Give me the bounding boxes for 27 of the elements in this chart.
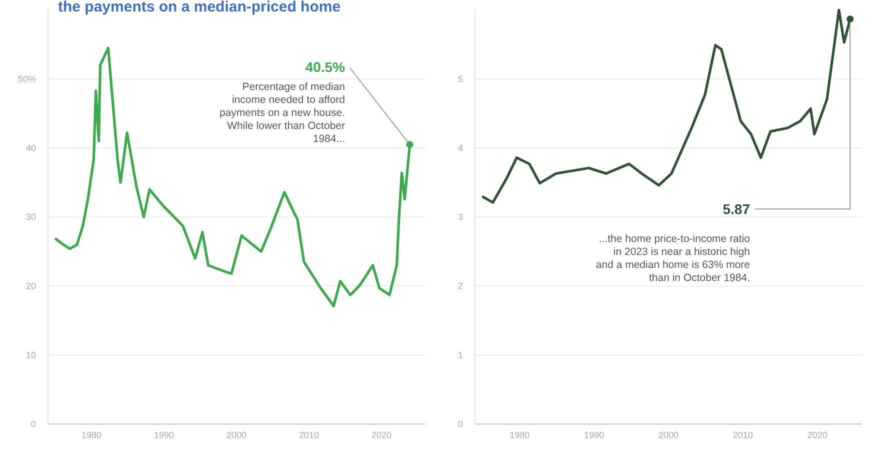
y-tick-label: 0 <box>30 418 36 429</box>
annotation: ...the home price-to-income ratio in 2023 is near a historic high and a median home is 63% more than in October 1984. <box>596 233 750 284</box>
y-tick-label: 5 <box>458 74 463 84</box>
y-tick-label: 1 <box>458 350 463 360</box>
x-tick-label: 2000 <box>226 430 247 440</box>
chart-title: the payments on a median-priced home <box>58 0 341 16</box>
x-tick-label: 1980 <box>510 430 530 440</box>
y-tick-label: 0 <box>458 418 463 429</box>
y-tick-label: 3 <box>458 212 463 222</box>
annotation: 5.87 <box>722 201 750 217</box>
annotation: 40.5% <box>305 59 346 75</box>
x-tick-label: 2010 <box>732 430 753 440</box>
y-tick-label: 4 <box>458 142 463 153</box>
annotation: Percentage of median income needed to afford payments on a new house. While lower than October 1984... <box>220 81 346 145</box>
y-tick-label: 50% <box>18 74 36 84</box>
y-tick-label: 2 <box>458 280 463 291</box>
x-tick-label: 2020 <box>807 430 828 440</box>
x-tick-label: 1990 <box>154 430 174 440</box>
x-tick-label: 2020 <box>371 430 392 440</box>
x-tick-label: 1990 <box>584 430 604 440</box>
y-tick-label: 10 <box>26 350 36 360</box>
x-tick-label: 2010 <box>298 430 320 440</box>
x-tick-label: 1980 <box>81 430 102 440</box>
y-tick-label: 40 <box>26 142 36 153</box>
x-tick-label: 2000 <box>658 430 679 440</box>
y-tick-label: 20 <box>26 280 36 291</box>
y-tick-label: 30 <box>26 212 36 222</box>
